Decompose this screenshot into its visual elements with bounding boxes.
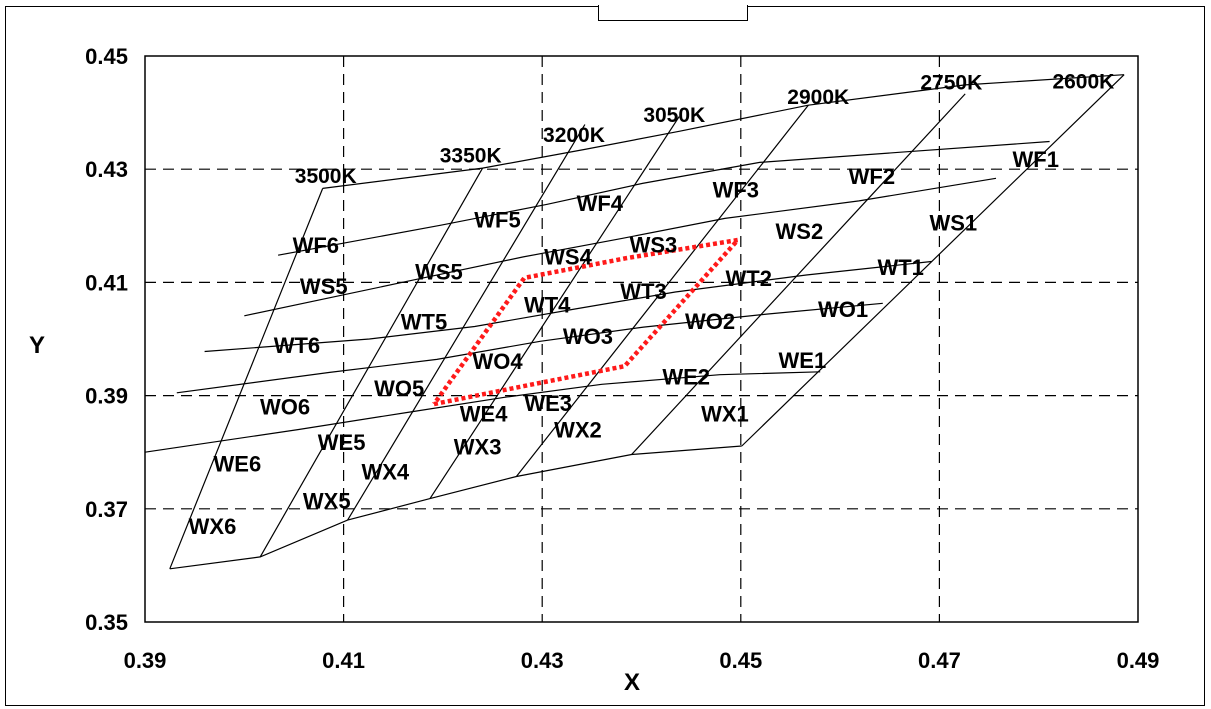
bin-label: WT6 (274, 333, 320, 358)
bin-label: WS1 (929, 210, 977, 235)
x-tick-label: 0.43 (521, 648, 564, 673)
top-tab (598, 5, 748, 21)
temperature-label: 2900K (787, 86, 849, 109)
y-tick-label: 0.37 (85, 497, 128, 522)
bin-label: WX4 (361, 459, 409, 484)
x-axis-label: X (624, 669, 640, 696)
bin-label: WS5 (300, 274, 348, 299)
bin-boundary-line-E-X (144, 371, 821, 453)
y-tick-label: 0.35 (85, 610, 128, 635)
bin-label: WF6 (293, 233, 339, 258)
x-tick-label: 0.45 (719, 648, 762, 673)
isotemperature-line-3050K (429, 116, 680, 499)
bin-label: WF3 (713, 178, 759, 203)
bin-label: WT2 (726, 266, 772, 291)
x-tick-label: 0.49 (1117, 648, 1160, 673)
temperature-label: 3500K (295, 165, 357, 188)
bin-label: WF2 (849, 164, 895, 189)
x-tick-label: 0.39 (124, 648, 167, 673)
y-axis-label: Y (29, 332, 45, 359)
bin-label: WT1 (877, 255, 923, 280)
bin-boundary-lines (144, 74, 1125, 570)
bin-label: WO2 (685, 309, 735, 334)
temperature-label: 3200K (543, 124, 605, 147)
bin-label: WX5 (303, 488, 351, 513)
temperature-label: 3350K (440, 145, 502, 168)
bin-label: WF4 (577, 191, 624, 216)
x-tick-label: 0.47 (918, 648, 961, 673)
bin-label: WX3 (454, 435, 502, 460)
figure-frame (5, 5, 1205, 706)
bin-label: WE4 (460, 402, 508, 427)
grid (145, 56, 1138, 622)
bin-label: WT4 (524, 292, 571, 317)
bin-label: WX1 (701, 402, 749, 427)
tick-labels: 0.39 0.41 0.43 0.45 0.47 0.49 0.35 0.37 0.39 0.41… (85, 44, 1159, 673)
bin-label: WO3 (563, 324, 613, 349)
bin-boundary-line-F-top (322, 74, 1125, 189)
bin-label: WX2 (554, 418, 602, 443)
isotemperature-line-2900K (515, 104, 809, 477)
bin-boundary-line-S-T (244, 177, 997, 317)
isotemperature-line-3350K (259, 167, 484, 558)
bin-label: WE3 (524, 391, 572, 416)
bin-label: WS5 (415, 260, 463, 285)
x-tick-label: 0.41 (322, 648, 365, 673)
bin-boundary-line-X-bottom (169, 445, 742, 570)
temperature-label: 3050K (643, 104, 705, 127)
plot-area (144, 55, 1139, 623)
temperature-labels: 3500K 3350K 3200K 3050K 2900K 2750K 2600K (295, 70, 1115, 188)
isotemperature-line-2750K (631, 93, 966, 455)
bin-label: WX6 (189, 514, 237, 539)
bin-label: WS2 (776, 219, 824, 244)
bin-label: WE5 (318, 430, 366, 455)
y-tick-label: 0.43 (85, 157, 128, 182)
bin-boundary-line-O-E (176, 302, 883, 394)
bin-label: WO5 (374, 376, 424, 401)
bin-label: WT3 (620, 279, 666, 304)
y-tick-label: 0.45 (85, 44, 128, 69)
bin-label: WS4 (544, 244, 592, 269)
bin-label: WO1 (818, 297, 868, 322)
bin-label: WF1 (1012, 147, 1058, 172)
bin-label: WO4 (472, 349, 523, 374)
temperature-label: 2600K (1052, 70, 1114, 93)
bin-label: WE1 (779, 348, 827, 373)
y-tick-label: 0.39 (85, 384, 128, 409)
bin-label: WF5 (474, 208, 520, 233)
bin-label: WS3 (630, 232, 678, 257)
bin-boundary-line-F-S (277, 140, 1050, 256)
bin-label: WO6 (260, 394, 310, 419)
bin-boundary-line-T-O (204, 260, 932, 353)
bin-label: WE2 (662, 364, 710, 389)
temperature-label: 2750K (920, 72, 982, 95)
isotemperature-line-2600K (741, 74, 1125, 447)
bin-label: WT5 (401, 309, 447, 334)
isotemperature-line-3200K (347, 124, 586, 521)
bin-label: WE6 (214, 452, 262, 477)
bin-labels: WF1 WF2 WF3 WF4 WF5 WF6 WS1 WS2 WS3 WS4 WS5 WS5 WT1 W… (189, 147, 1059, 539)
y-tick-label: 0.41 (85, 270, 128, 295)
